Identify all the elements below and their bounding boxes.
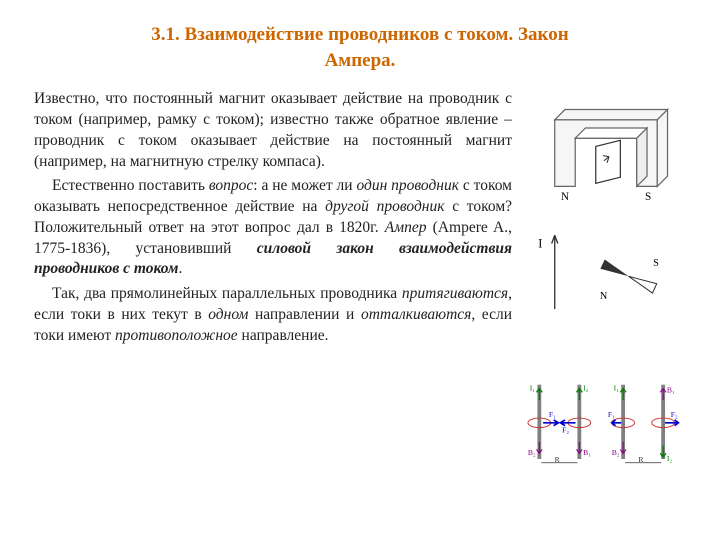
text-column: Известно, что постоянный магнит оказывае… (34, 89, 512, 479)
forces-I2-L: I₂ (583, 383, 589, 392)
p2-t0: Естественно поставить (52, 177, 209, 194)
forces-F1-R: F₁ (608, 410, 615, 419)
page-title: 3.1. Взаимодействие проводников с током.… (34, 22, 686, 73)
forces-I2-R: I₂ (667, 454, 673, 463)
magnet-label-N: N (561, 191, 569, 203)
p3-em2: одном (208, 306, 248, 323)
p3-t2: направлении и (248, 306, 361, 323)
forces-B2-L: B₂ (528, 448, 536, 457)
p1-text: Известно, что постоянный магнит оказывае… (34, 90, 512, 169)
compass-label-S: S (653, 258, 659, 269)
paragraph-3: Так, два прямолинейных параллельных пров… (34, 284, 512, 346)
p2-t1: : а не может ли (253, 177, 356, 194)
p2-t5: . (179, 260, 183, 277)
compass-label-N: N (600, 291, 608, 302)
p2-em3: другой проводник (325, 198, 444, 215)
p3-t0: Так, два прямолинейных параллельных пров… (52, 285, 402, 302)
forces-F1-L: F₁ (549, 410, 556, 419)
figure-column: N S I S N (526, 89, 686, 479)
forces-F2-R: F₂ (671, 410, 678, 419)
title-line2: Ампера. (325, 50, 396, 71)
forces-F2-L: F₂ (562, 425, 569, 434)
p2-em2: один проводник (356, 177, 459, 194)
forces-B1-L: B₁ (583, 448, 591, 457)
p3-t4: направление. (238, 327, 329, 344)
figure-forces: R I₁ I₂ F₁ F₂ B₁ B₂ (526, 379, 686, 467)
p2-em1: вопрос (209, 177, 253, 194)
figure-compass: I S N (526, 225, 686, 317)
paragraph-1: Известно, что постоянный магнит оказывае… (34, 89, 512, 172)
forces-B2-R: B₂ (612, 448, 620, 457)
forces-I1-R: I₁ (614, 383, 620, 392)
forces-I1-L: I₁ (530, 383, 536, 392)
title-line1: 3.1. Взаимодействие проводников с током.… (151, 24, 568, 45)
content-row: Известно, что постоянный магнит оказывае… (34, 89, 686, 479)
p3-em4: противоположное (115, 327, 238, 344)
p2-em4: Ампер (385, 219, 427, 236)
forces-B1-R: B₁ (667, 385, 675, 394)
magnet-label-S: S (645, 191, 651, 203)
compass-label-I: I (538, 237, 542, 251)
figure-magnet: N S (526, 89, 686, 212)
paragraph-2: Естественно поставить вопрос: а не может… (34, 176, 512, 280)
p3-em3: отталкиваются (361, 306, 471, 323)
p3-em1: притягиваются (402, 285, 508, 302)
